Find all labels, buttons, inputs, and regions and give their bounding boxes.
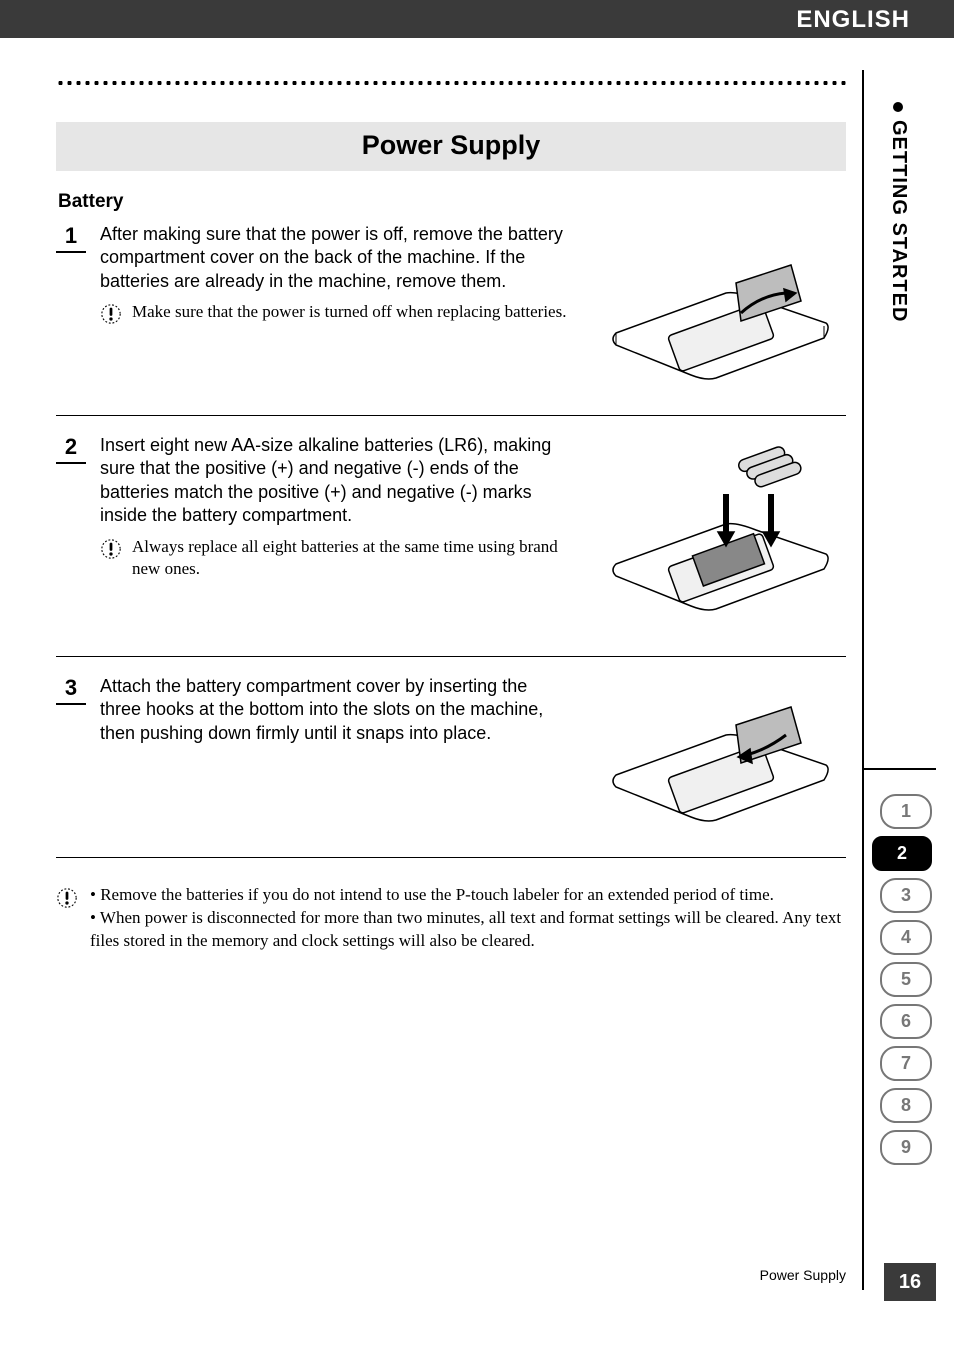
step-text: Attach the battery compartment cover by … (100, 675, 572, 745)
content-area: Power Supply Battery 1 After making sure… (56, 80, 846, 953)
step-note: Always replace all eight batteries at th… (132, 536, 572, 580)
step-text: Insert eight new AA-size alkaline batter… (100, 434, 572, 580)
final-note-list: Remove the batteries if you do not inten… (90, 884, 846, 953)
step-1: 1 After making sure that the power is of… (56, 223, 846, 416)
chapter-tab-1[interactable]: 1 (880, 794, 932, 829)
final-note-item: Remove the batteries if you do not inten… (90, 884, 846, 907)
final-note-block: Remove the batteries if you do not inten… (56, 884, 846, 953)
section-label: GETTING STARTED (887, 120, 910, 322)
language-label: ENGLISH (796, 6, 910, 34)
step-note-row: Make sure that the power is turned off w… (100, 301, 572, 325)
step-illustration (586, 223, 846, 393)
chapter-tab-2[interactable]: 2 (872, 836, 932, 871)
chapter-tabs: 123456789 (880, 794, 936, 1172)
header-bar: ENGLISH (0, 0, 954, 38)
tab-rule (864, 768, 936, 770)
step-note-row: Always replace all eight batteries at th… (100, 536, 572, 580)
caution-icon (100, 303, 122, 325)
step-number: 3 (56, 675, 86, 705)
step-illustration (586, 434, 846, 634)
chapter-tab-6[interactable]: 6 (880, 1004, 932, 1039)
dot-divider (56, 80, 846, 86)
side-rule (862, 70, 864, 1290)
caution-icon (100, 538, 122, 560)
step-number: 1 (56, 223, 86, 253)
title-band: Power Supply (56, 122, 846, 171)
step-note: Make sure that the power is turned off w… (132, 301, 566, 323)
step-body: After making sure that the power is off,… (100, 223, 572, 293)
chapter-tab-7[interactable]: 7 (880, 1046, 932, 1081)
step-illustration (586, 675, 846, 835)
section-bullet (893, 102, 903, 112)
step-2: 2 Insert eight new AA-size alkaline batt… (56, 434, 846, 657)
caution-icon (56, 887, 78, 909)
chapter-tab-3[interactable]: 3 (880, 878, 932, 913)
step-text: After making sure that the power is off,… (100, 223, 572, 325)
page-number: 16 (884, 1263, 936, 1301)
chapter-tab-8[interactable]: 8 (880, 1088, 932, 1123)
chapter-tab-4[interactable]: 4 (880, 920, 932, 955)
step-body: Attach the battery compartment cover by … (100, 675, 572, 745)
subheading: Battery (58, 191, 846, 213)
step-number: 2 (56, 434, 86, 464)
page-title: Power Supply (56, 130, 846, 161)
step-body: Insert eight new AA-size alkaline batter… (100, 434, 572, 528)
step-3: 3 Attach the battery compartment cover b… (56, 675, 846, 858)
chapter-tab-5[interactable]: 5 (880, 962, 932, 997)
chapter-tab-9[interactable]: 9 (880, 1130, 932, 1165)
footer-title: Power Supply (760, 1267, 846, 1283)
final-note-item: When power is disconnected for more than… (90, 907, 846, 953)
